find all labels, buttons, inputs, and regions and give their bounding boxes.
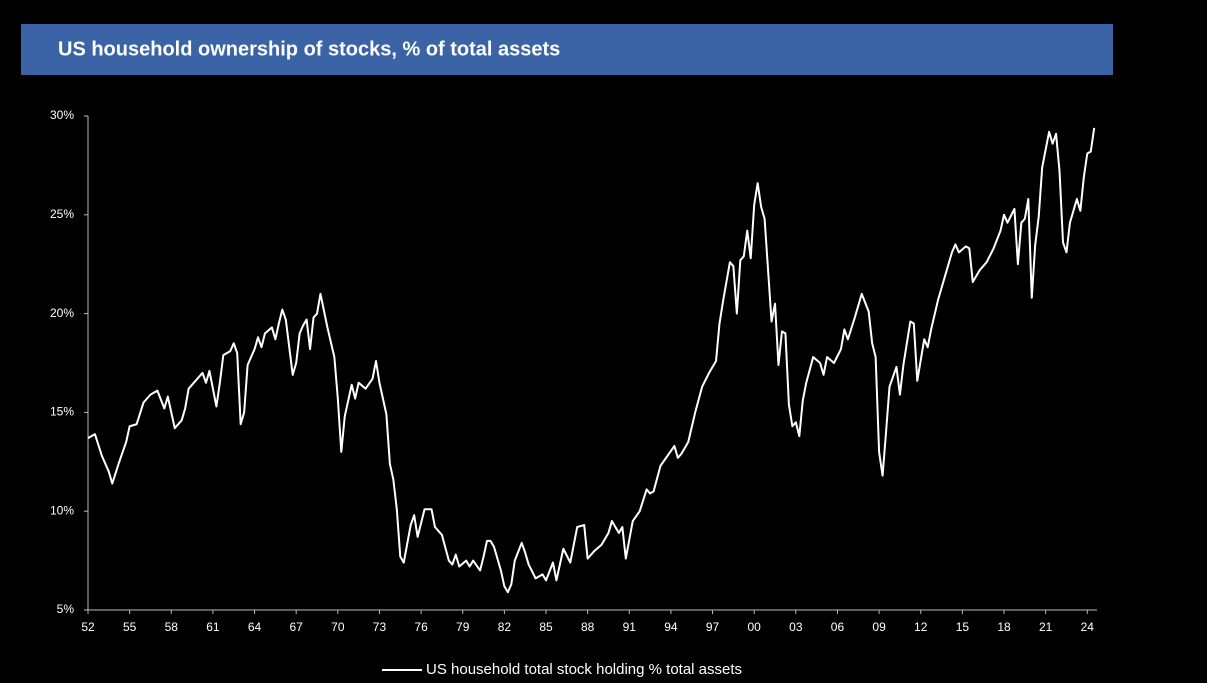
x-tick-label: 85 bbox=[539, 620, 553, 634]
x-tick-label: 91 bbox=[623, 620, 637, 634]
x-tick-label: 97 bbox=[706, 620, 720, 634]
x-tick-label: 82 bbox=[498, 620, 512, 634]
x-tick-label: 64 bbox=[248, 620, 262, 634]
x-tick-label: 21 bbox=[1039, 620, 1053, 634]
x-tick-label: 00 bbox=[748, 620, 762, 634]
x-tick-label: 70 bbox=[331, 620, 345, 634]
data-line bbox=[87, 127, 1096, 594]
title-bar bbox=[21, 24, 1113, 75]
legend-label: US household total stock holding % total… bbox=[426, 661, 742, 678]
x-tick-label: 73 bbox=[373, 620, 387, 634]
x-tick-label: 52 bbox=[81, 620, 95, 634]
y-tick-label: 20% bbox=[50, 306, 74, 320]
x-tick-label: 61 bbox=[206, 620, 220, 634]
y-tick-label: 25% bbox=[50, 207, 74, 221]
y-tick-label: 10% bbox=[50, 503, 74, 517]
x-tick-label: 18 bbox=[997, 620, 1011, 634]
x-tick-label: 24 bbox=[1081, 620, 1095, 634]
x-tick-label: 09 bbox=[872, 620, 886, 634]
x-tick-label: 76 bbox=[414, 620, 428, 634]
chart-title: US household ownership of stocks, % of t… bbox=[58, 38, 560, 60]
x-tick-label: 12 bbox=[914, 620, 928, 634]
x-tick-label: 55 bbox=[123, 620, 137, 634]
x-tick-label: 03 bbox=[789, 620, 803, 634]
x-tick-label: 06 bbox=[831, 620, 845, 634]
y-tick-label: 5% bbox=[57, 602, 75, 616]
y-tick-label: 30% bbox=[50, 108, 74, 122]
x-tick-label: 58 bbox=[165, 620, 179, 634]
x-tick-label: 79 bbox=[456, 620, 470, 634]
x-tick-label: 67 bbox=[290, 620, 304, 634]
y-tick-label: 15% bbox=[50, 405, 74, 419]
x-tick-label: 88 bbox=[581, 620, 595, 634]
x-tick-label: 15 bbox=[956, 620, 970, 634]
x-tick-label: 94 bbox=[664, 620, 678, 634]
